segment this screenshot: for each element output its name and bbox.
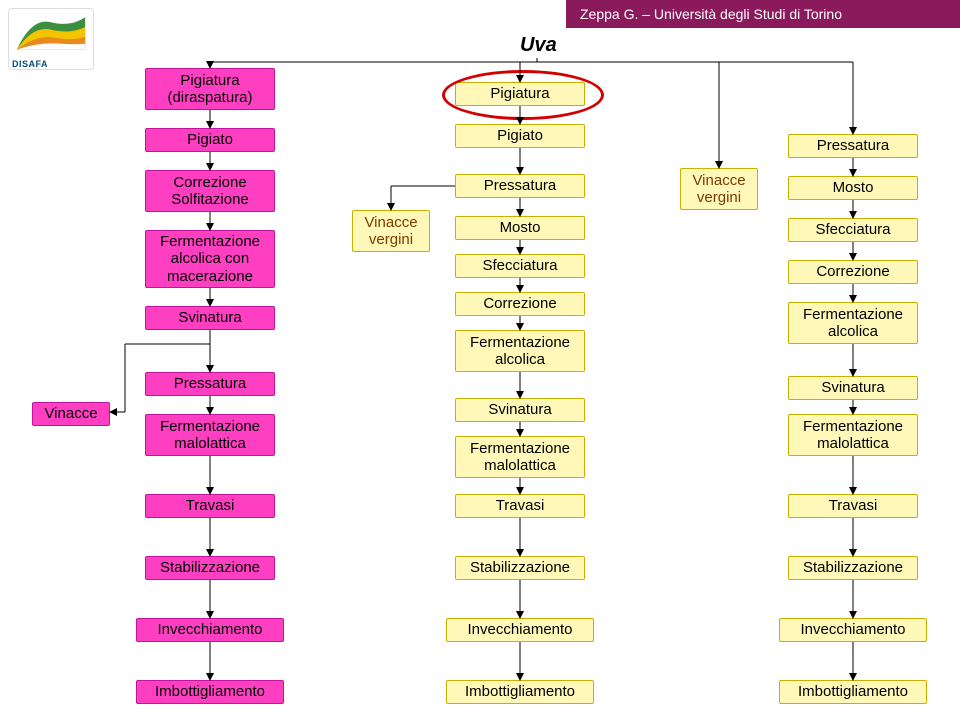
c2-ferm-alc: Fermentazionealcolica [455,330,585,372]
c1-ferm-alc-mac: Fermentazionealcolica conmacerazione [145,230,275,288]
c2-ferm-malo: Fermentazionemalolattica [455,436,585,478]
c2-svinatura: Svinatura [455,398,585,422]
c1-pigiato: Pigiato [145,128,275,152]
c2-pressatura: Pressatura [455,174,585,198]
c2-invecch: Invecchiamento [446,618,594,642]
c2-imbott: Imbottigliamento [446,680,594,704]
c3-pressatura: Pressatura [788,134,918,158]
c2-mosto: Mosto [455,216,585,240]
c1-invecch: Invecchiamento [136,618,284,642]
c2-vinacce-vergini: Vinaccevergini [352,210,430,252]
c3-svinatura: Svinatura [788,376,918,400]
c1-corr-solf: CorrezioneSolfitazione [145,170,275,212]
c3-invecch: Invecchiamento [779,618,927,642]
c1-svinatura: Svinatura [145,306,275,330]
c1-stabilizz: Stabilizzazione [145,556,275,580]
c3-mosto: Mosto [788,176,918,200]
c1-vinacce: Vinacce [32,402,110,426]
c1-travasi: Travasi [145,494,275,518]
c3-ferm-malo: Fermentazionemalolattica [788,414,918,456]
c2-pigiato: Pigiato [455,124,585,148]
c1-pressatura: Pressatura [145,372,275,396]
logo-disafa: DISAFA [8,8,94,70]
c3-vinacce-vergini: Vinaccevergini [680,168,758,210]
c2-stabilizz: Stabilizzazione [455,556,585,580]
c1-pigiatura: Pigiatura(diraspatura) [145,68,275,110]
c3-correzione: Correzione [788,260,918,284]
uva-title: Uva [520,34,557,57]
c2-pigiatura: Pigiatura [455,82,585,106]
c3-stabilizz: Stabilizzazione [788,556,918,580]
c3-imbott: Imbottigliamento [779,680,927,704]
c2-sfecc: Sfecciatura [455,254,585,278]
header-band: Zeppa G. – Università degli Studi di Tor… [566,0,960,28]
logo-text: DISAFA [12,59,90,69]
c3-travasi: Travasi [788,494,918,518]
c3-sfecc: Sfecciatura [788,218,918,242]
c1-imbott: Imbottigliamento [136,680,284,704]
c2-travasi: Travasi [455,494,585,518]
c2-correzione: Correzione [455,292,585,316]
c3-ferm-alc: Fermentazionealcolica [788,302,918,344]
c1-ferm-malo: Fermentazionemalolattica [145,414,275,456]
